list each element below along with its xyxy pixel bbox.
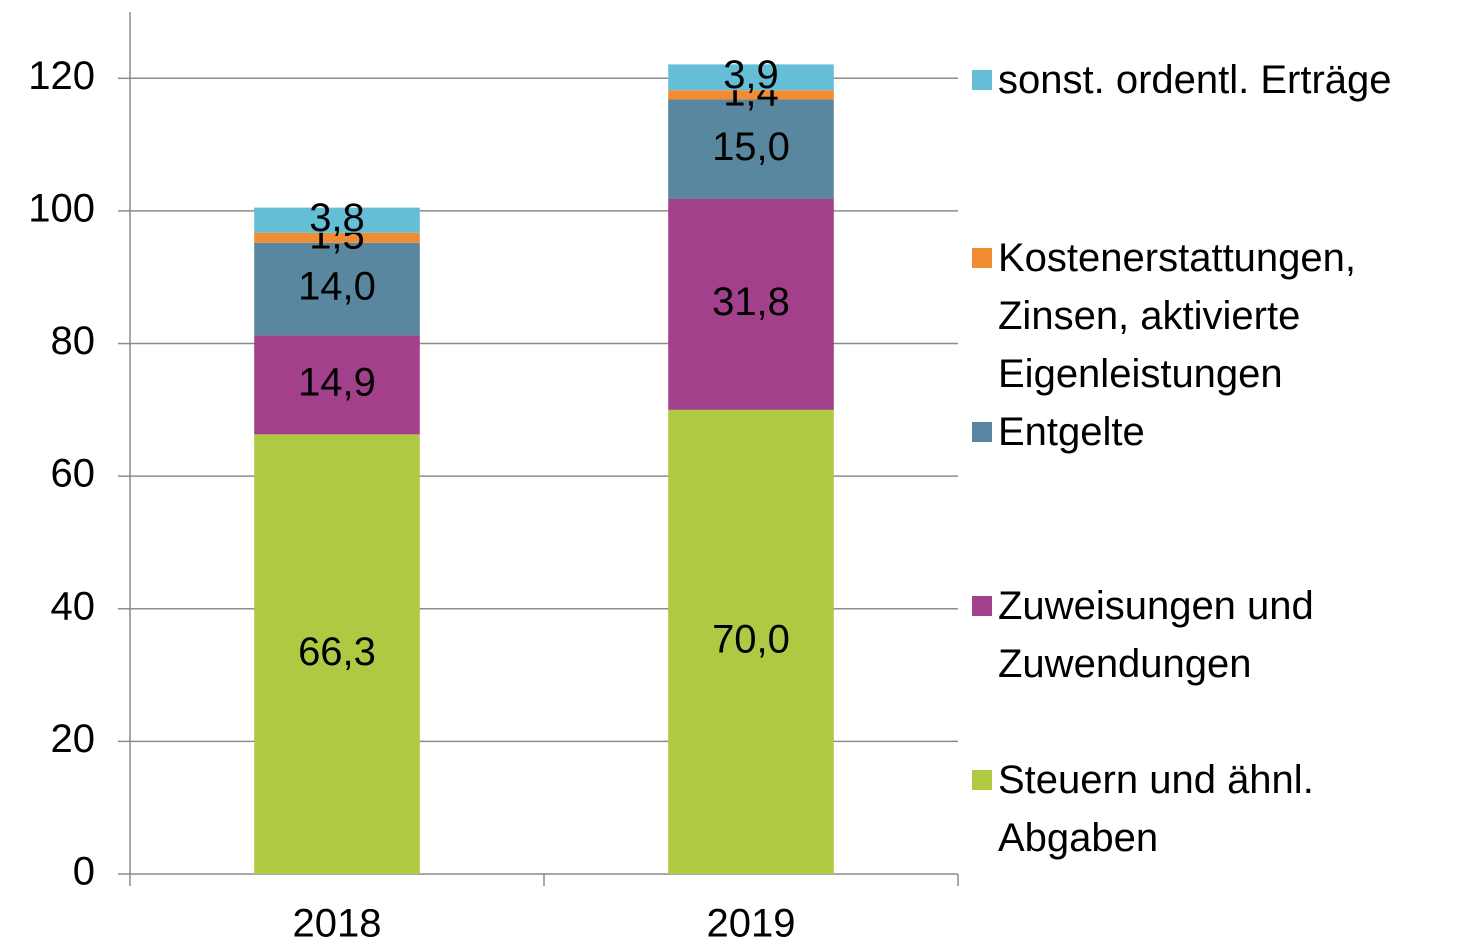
y-tick-label: 20 [51,717,96,761]
legend-swatch [972,422,992,442]
bar-segment [668,198,834,410]
bar-segment [668,64,834,91]
data-label: 70,0 [712,617,790,661]
bar-segment [668,409,834,874]
x-tick-label: 2018 [293,902,382,946]
bar-segment [668,90,834,100]
data-label: 3,9 [723,53,779,97]
data-label: 3,8 [309,196,365,240]
data-label: 31,8 [712,280,790,324]
bar-segment [254,207,420,233]
y-tick-label: 40 [51,584,96,628]
legend-swatch [972,770,992,790]
bar-segment [254,232,420,243]
y-tick-label: 0 [73,850,95,894]
bar-segment [254,242,420,336]
bar-segment [254,434,420,874]
legend-label: Zuweisungen und Zuwendungen [998,584,1314,686]
x-tick-label: 2019 [707,902,796,946]
y-tick-label: 60 [51,452,96,496]
bar-segment [254,335,420,435]
data-label: 14,0 [298,265,376,309]
legend-label: Kostenerstattungen, Zinsen, aktivierte E… [998,236,1357,396]
data-label: 66,3 [298,630,376,674]
y-tick-label: 100 [28,186,95,230]
legend-swatch [972,70,992,90]
data-label: 15,0 [712,125,790,169]
legend-label: Steuern und ähnl. Abgaben [998,758,1314,860]
legend-swatch [972,248,992,268]
bar-segment [668,99,834,199]
y-tick-label: 80 [51,319,96,363]
legend-label: sonst. ordentl. Erträge [998,58,1392,102]
legend-label: Entgelte [998,410,1145,454]
y-tick-label: 120 [28,54,95,98]
legend-swatch [972,596,992,616]
data-label: 14,9 [298,361,376,405]
